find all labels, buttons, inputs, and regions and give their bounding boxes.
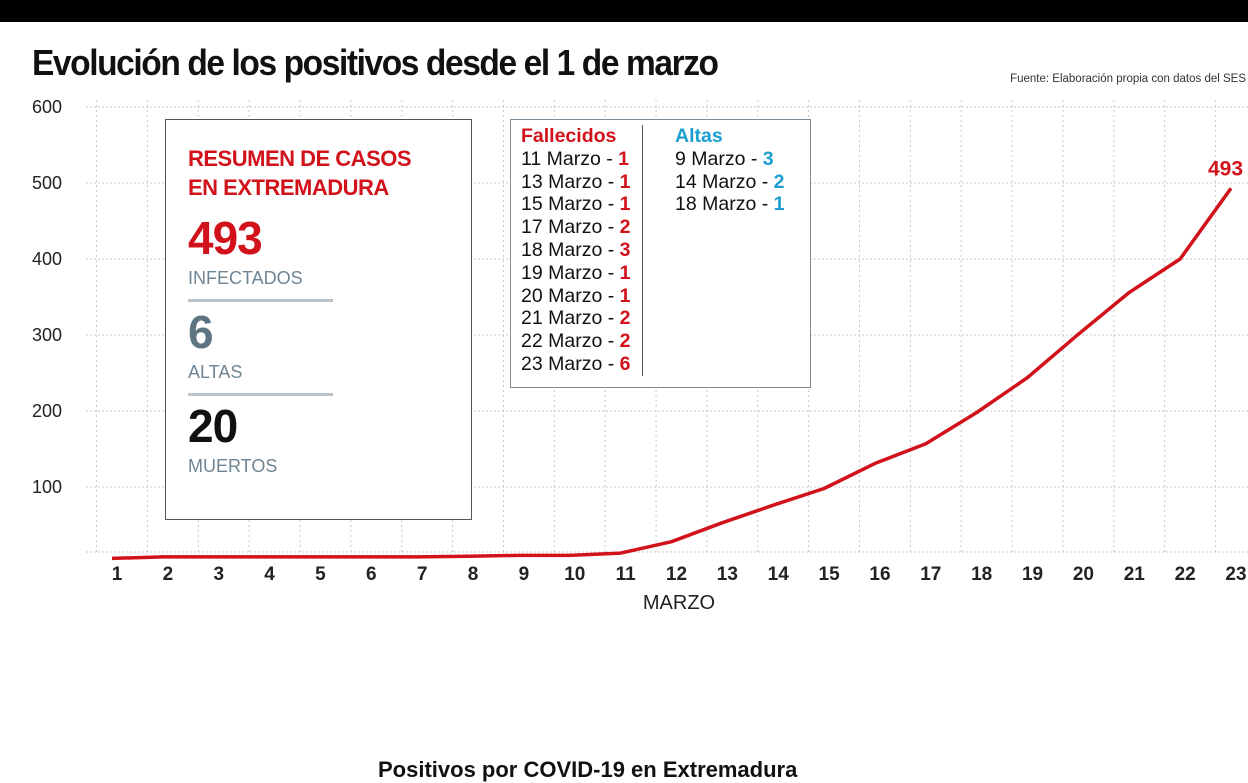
y-tick-label: 500 [32, 173, 62, 193]
legend-count: 3 [762, 147, 774, 170]
x-axis-label: MARZO [643, 592, 715, 614]
y-tick-label: 600 [32, 97, 62, 117]
legend-count: 2 [619, 330, 631, 353]
legend-count: 6 [619, 352, 631, 375]
x-tick-label: 18 [971, 564, 992, 585]
x-tick-label: 21 [1124, 564, 1146, 585]
deaths-value: 20 [188, 400, 238, 452]
y-tick-label: 200 [32, 401, 62, 421]
legend-count: 2 [619, 216, 631, 239]
y-tick-label: 300 [32, 325, 62, 345]
legend-row: 14 Marzo - 2 [675, 171, 784, 194]
x-tick-label: 14 [768, 564, 790, 585]
summary-heading-1: RESUMEN DE CASOS [188, 146, 412, 171]
x-tick-label: 2 [163, 564, 174, 585]
legend-date: 18 Marzo - [675, 193, 774, 216]
x-tick-label: 20 [1073, 564, 1094, 585]
legend-date: 21 Marzo - [521, 307, 620, 330]
chart-title: Evolución de los positivos desde el 1 de… [32, 42, 719, 83]
legend-row: 9 Marzo - 3 [675, 148, 784, 171]
discharges-column: Altas 9 Marzo - 3 14 Marzo - 2 18 Marzo - … [675, 125, 784, 216]
summary-heading-2: EN EXTREMADURA [188, 175, 389, 200]
legend-count: 2 [619, 307, 631, 330]
deaths-title: Fallecidos [521, 125, 617, 147]
legend-date: 22 Marzo - [521, 330, 620, 353]
legend-count: 3 [619, 238, 631, 261]
x-tick-label: 6 [366, 564, 377, 585]
legend-date: 13 Marzo - [521, 170, 620, 193]
deaths-label: MUERTOS [188, 456, 278, 476]
discharges-title: Altas [675, 125, 723, 147]
legend-date: 11 Marzo - [521, 147, 619, 170]
legend-date: 9 Marzo - [675, 147, 763, 170]
deaths-column: Fallecidos 11 Marzo - 1 13 Marzo - 1 15 Ma… [521, 125, 644, 376]
infected-label: INFECTADOS [188, 268, 303, 288]
discharged-value: 6 [188, 306, 214, 358]
x-tick-label: 5 [315, 564, 326, 585]
x-tick-label: 8 [468, 564, 479, 585]
y-tick-label: 400 [32, 249, 62, 269]
legend-date: 23 Marzo - [521, 352, 620, 375]
legend-date: 19 Marzo - [521, 261, 620, 284]
legend-row: 18 Marzo - 1 [675, 193, 784, 216]
legend-row: 11 Marzo - 1 [521, 148, 630, 171]
legend-date: 20 Marzo - [521, 284, 620, 307]
x-tick-label: 9 [519, 564, 530, 585]
legend-count: 1 [619, 284, 631, 307]
top-bar [0, 0, 1248, 22]
series: 493 [111, 157, 1243, 561]
y-axis: 100 200 300 400 500 600 [32, 97, 62, 497]
legend-box: Fallecidos 11 Marzo - 1 13 Marzo - 1 15 Ma… [510, 119, 811, 388]
x-tick-label: 13 [717, 564, 738, 585]
x-tick-label: 19 [1022, 564, 1043, 585]
discharged-label: ALTAS [188, 362, 243, 382]
legend-date: 14 Marzo - [675, 170, 774, 193]
x-tick-label: 15 [819, 564, 841, 585]
source-note: Fuente: Elaboración propia con datos del… [1010, 73, 1246, 85]
legend-row: 15 Marzo - 1 [521, 193, 630, 216]
legend-row: 19 Marzo - 1 [521, 262, 630, 285]
x-tick-label: 23 [1225, 564, 1246, 585]
x-tick-label: 11 [616, 564, 637, 585]
legend-row: 17 Marzo - 2 [521, 216, 630, 239]
legend-row: 20 Marzo - 1 [521, 285, 630, 308]
legend-count: 2 [773, 170, 785, 193]
infected-value: 493 [188, 212, 263, 264]
legend-row: 22 Marzo - 2 [521, 330, 630, 353]
x-axis: 1 2 3 4 5 6 7 8 9 10 11 12 13 14 15 16 17 18 19 20 21 22 23 [112, 564, 1247, 585]
legend-count: 1 [619, 193, 631, 216]
legend-date: 15 Marzo - [521, 193, 620, 216]
x-tick-label: 7 [417, 564, 428, 585]
x-tick-label: 12 [666, 564, 687, 585]
y-tick-label: 100 [32, 477, 62, 497]
legend-count: 1 [618, 147, 630, 170]
legend-count: 1 [619, 170, 631, 193]
divider [188, 299, 333, 302]
series-line [111, 187, 1233, 561]
legend-row: 13 Marzo - 1 [521, 171, 630, 194]
divider [188, 393, 333, 396]
legend-row: 23 Marzo - 6 [521, 353, 630, 376]
legend-date: 17 Marzo - [521, 216, 620, 239]
x-tick-label: 3 [213, 564, 224, 585]
legend-row: 21 Marzo - 2 [521, 307, 630, 330]
x-tick-label: 16 [869, 564, 890, 585]
data-label: 493 [1208, 157, 1243, 180]
x-tick-label: 17 [920, 564, 941, 585]
x-tick-label: 22 [1175, 564, 1196, 585]
legend-row: 18 Marzo - 3 [521, 239, 630, 262]
x-tick-label: 4 [264, 564, 275, 585]
bottom-heading: Positivos por COVID-19 en Extremadura [378, 757, 798, 782]
legend-date: 18 Marzo - [521, 238, 620, 261]
x-tick-label: 1 [112, 564, 123, 585]
summary-box: RESUMEN DE CASOS EN EXTREMADURA 493 INFE… [165, 119, 472, 520]
legend-count: 1 [619, 261, 631, 284]
x-tick-label: 10 [564, 564, 585, 585]
legend-count: 1 [773, 193, 785, 216]
